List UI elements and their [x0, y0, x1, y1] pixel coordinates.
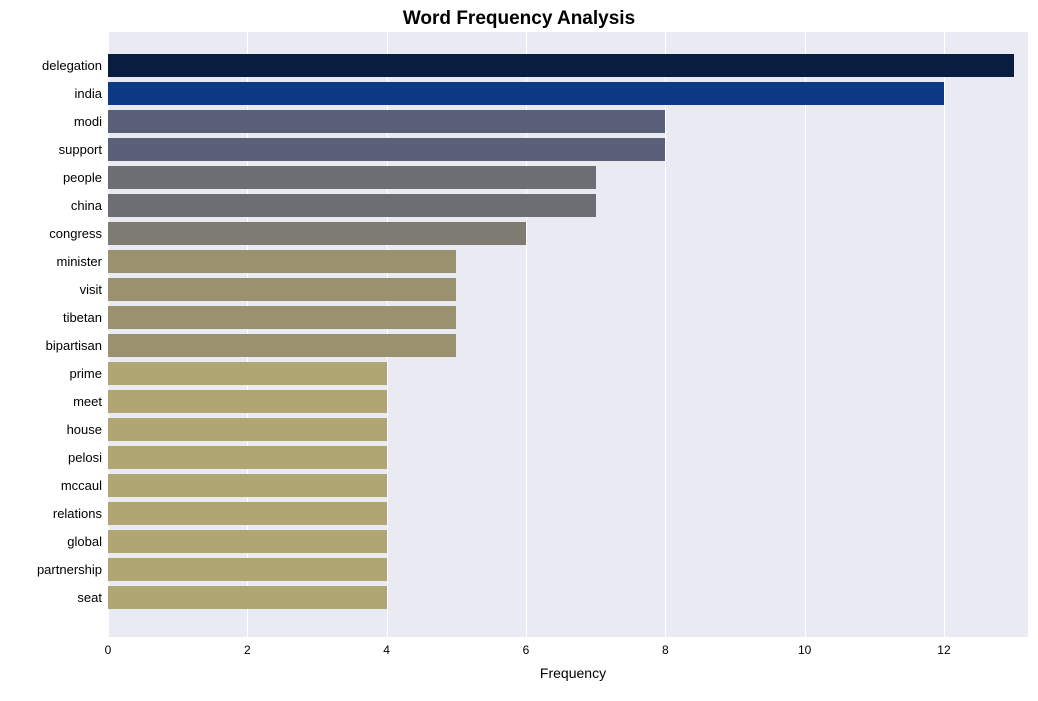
bar: [108, 166, 596, 189]
bar-row: [108, 110, 1028, 133]
bar: [108, 390, 387, 413]
bar: [108, 222, 526, 245]
chart-title: Word Frequency Analysis: [10, 8, 1028, 30]
bar: [108, 138, 665, 161]
bar-row: [108, 334, 1028, 357]
bar-row: [108, 446, 1028, 469]
bar: [108, 54, 1014, 77]
bar-row: [108, 194, 1028, 217]
bar: [108, 530, 387, 553]
y-axis-label: relations: [10, 500, 108, 528]
y-axis-label: people: [10, 164, 108, 192]
y-axis-label: global: [10, 528, 108, 556]
x-axis-tick: 12: [937, 643, 950, 657]
bar: [108, 278, 456, 301]
bar-row: [108, 82, 1028, 105]
bar-row: [108, 586, 1028, 609]
y-axis-label: prime: [10, 360, 108, 388]
x-axis-tick: 4: [383, 643, 390, 657]
bar: [108, 418, 387, 441]
bar: [108, 82, 944, 105]
y-axis-label: minister: [10, 248, 108, 276]
bar-row: [108, 222, 1028, 245]
bar-row: [108, 418, 1028, 441]
bar-row: [108, 502, 1028, 525]
x-axis-tick: 2: [244, 643, 251, 657]
bar-row: [108, 278, 1028, 301]
x-axis: 0 2 4 6 8 10 12 Frequency: [108, 637, 1038, 687]
bar-row: [108, 250, 1028, 273]
y-axis-label: congress: [10, 220, 108, 248]
bar-row: [108, 54, 1028, 77]
y-axis: delegationindiamodisupportpeoplechinacon…: [10, 32, 108, 637]
y-axis-label: house: [10, 416, 108, 444]
bar: [108, 558, 387, 581]
bar: [108, 446, 387, 469]
bar-row: [108, 474, 1028, 497]
bar: [108, 362, 387, 385]
bar: [108, 194, 596, 217]
bar: [108, 334, 456, 357]
bar-row: [108, 166, 1028, 189]
bar: [108, 250, 456, 273]
chart-container: Word Frequency Analysis delegationindiam…: [0, 0, 1038, 701]
y-axis-label: seat: [10, 584, 108, 612]
bar-row: [108, 138, 1028, 161]
bar-row: [108, 530, 1028, 553]
x-axis-tick: 6: [523, 643, 530, 657]
y-axis-label: pelosi: [10, 444, 108, 472]
x-axis-tick: 8: [662, 643, 669, 657]
bar-row: [108, 558, 1028, 581]
x-axis-tick: 10: [798, 643, 811, 657]
y-axis-label: china: [10, 192, 108, 220]
bars-panel: [108, 32, 1028, 637]
bar-row: [108, 306, 1028, 329]
bar: [108, 306, 456, 329]
y-axis-label: india: [10, 80, 108, 108]
y-axis-label: meet: [10, 388, 108, 416]
x-axis-label: Frequency: [540, 665, 606, 681]
bar-row: [108, 362, 1028, 385]
x-axis-tick: 0: [105, 643, 112, 657]
bar: [108, 474, 387, 497]
bar: [108, 586, 387, 609]
bar: [108, 110, 665, 133]
bar: [108, 502, 387, 525]
y-axis-label: tibetan: [10, 304, 108, 332]
y-axis-label: partnership: [10, 556, 108, 584]
plot-area: delegationindiamodisupportpeoplechinacon…: [10, 32, 1028, 637]
y-axis-label: bipartisan: [10, 332, 108, 360]
y-axis-label: visit: [10, 276, 108, 304]
y-axis-label: modi: [10, 108, 108, 136]
bar-row: [108, 390, 1028, 413]
y-axis-label: mccaul: [10, 472, 108, 500]
y-axis-label: delegation: [10, 52, 108, 80]
y-axis-label: support: [10, 136, 108, 164]
